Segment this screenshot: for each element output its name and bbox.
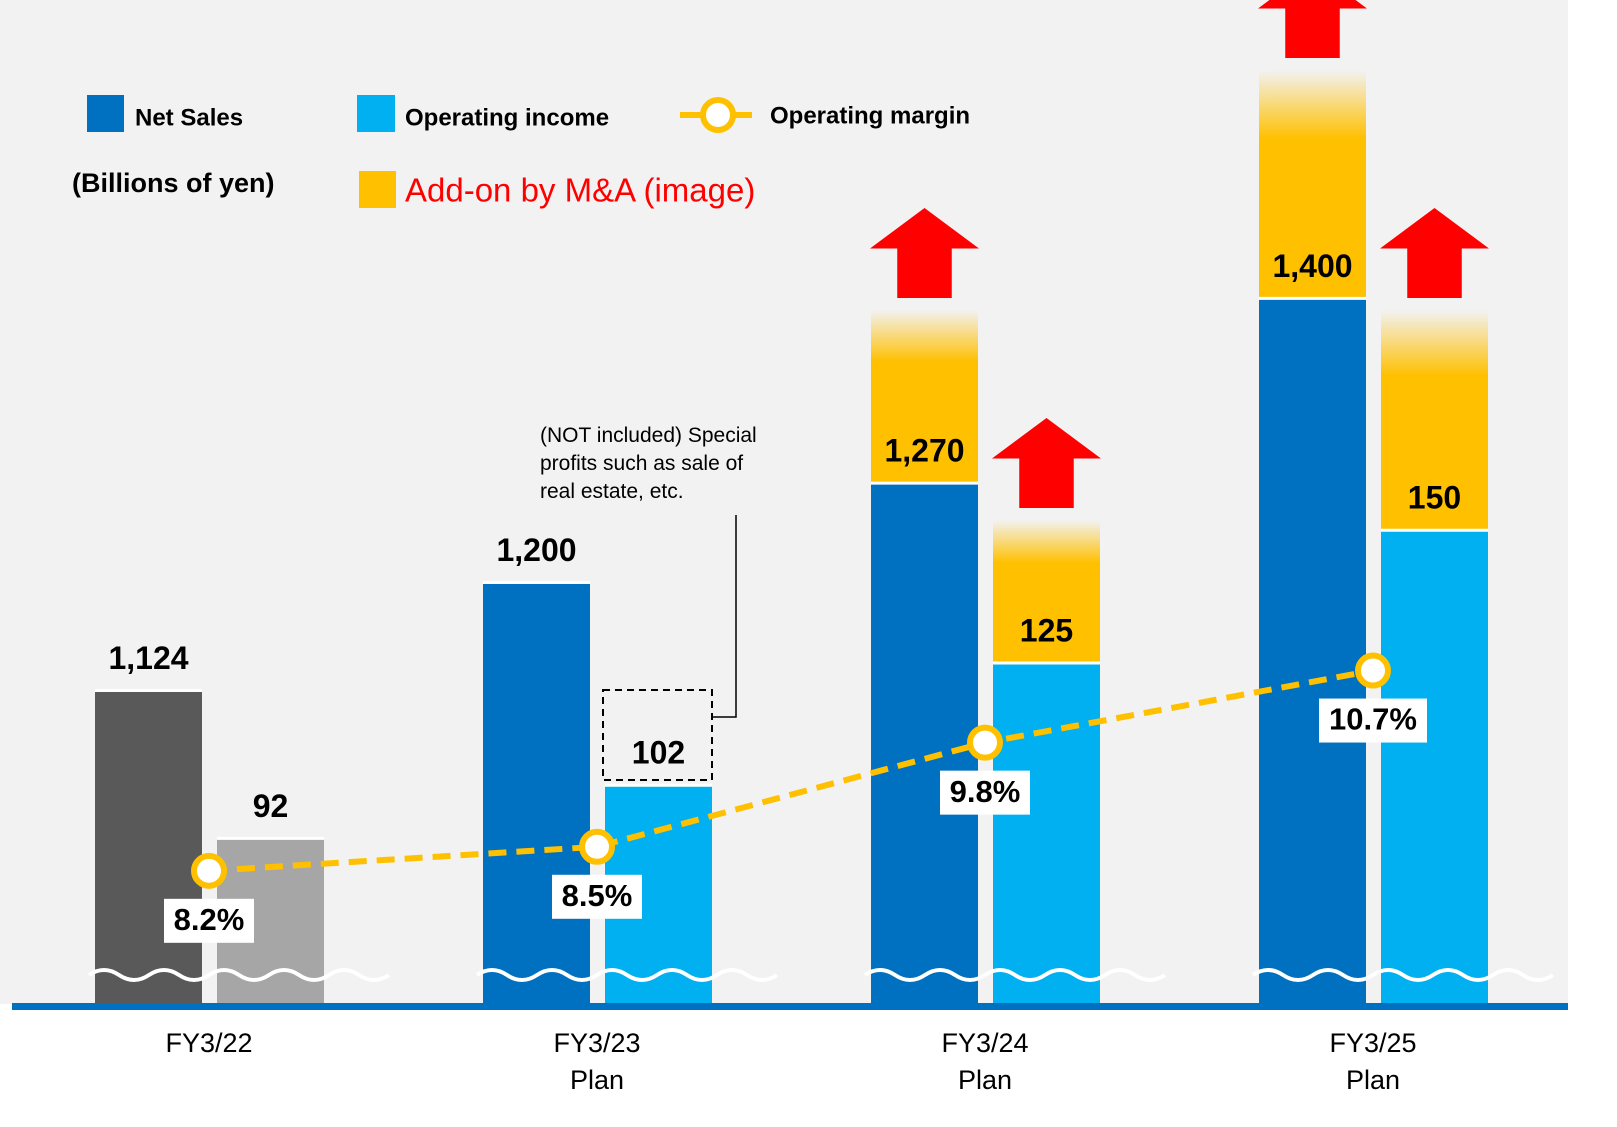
legend-label: Net Sales	[135, 104, 243, 131]
data-label: 150	[1408, 480, 1461, 516]
addon-block	[1259, 70, 1366, 299]
x-axis-line	[12, 1003, 1568, 1010]
annotation: (NOT included) Special profits such as s…	[540, 424, 757, 503]
growth-arrow	[1258, 0, 1367, 58]
margin-marker	[967, 724, 1003, 761]
margin-marker	[191, 852, 227, 889]
legend-swatch	[87, 95, 124, 132]
data-label: 8.5%	[562, 878, 633, 913]
bar	[1259, 298, 1366, 1003]
x-tick-label: FY3/23 Plan	[553, 1028, 641, 1095]
data-label: 10.7%	[1329, 702, 1417, 737]
bar	[871, 483, 978, 1003]
legend-swatch	[357, 95, 395, 132]
growth-arrow	[992, 418, 1101, 508]
bar	[483, 582, 590, 1003]
data-label: 1,124	[108, 640, 188, 676]
annotation-leader	[712, 515, 737, 718]
axis-break	[87, 968, 391, 982]
legend-swatch	[700, 97, 736, 133]
bar	[1381, 530, 1488, 1003]
addon-block	[871, 310, 978, 484]
data-label: 9.8%	[950, 774, 1021, 809]
annotation-box	[602, 689, 713, 781]
subtitle: (Billions of yen)	[72, 168, 275, 198]
axis-break	[475, 968, 779, 982]
addon-block	[1381, 310, 1488, 531]
data-label: 8.2%	[174, 902, 245, 937]
margin-marker	[1355, 652, 1391, 689]
legend-label: Operating margin	[770, 102, 970, 129]
addon-block	[993, 520, 1100, 664]
data-label-box	[552, 874, 642, 919]
margin-marker	[579, 828, 615, 865]
data-label: 1,400	[1272, 248, 1352, 284]
legend-label: Operating income	[405, 104, 609, 131]
legend-swatch	[359, 171, 396, 208]
x-tick-label: FY3/25 Plan	[1329, 1028, 1417, 1095]
data-label-box	[1319, 698, 1427, 743]
bar	[993, 663, 1100, 1003]
bar	[95, 690, 202, 1003]
growth-arrow	[870, 208, 979, 298]
axis-break	[1251, 968, 1555, 982]
axis-break	[863, 968, 1167, 982]
legend-label: Add-on by M&A (image)	[405, 172, 755, 209]
data-label: 1,270	[884, 433, 964, 469]
x-tick-label: FY3/24 Plan	[941, 1028, 1029, 1095]
data-label: 125	[1020, 613, 1073, 649]
data-label: 1,200	[496, 532, 576, 568]
data-label: 102	[632, 735, 685, 771]
data-label-box	[164, 898, 254, 943]
data-label: 92	[253, 788, 289, 824]
data-label-box	[940, 770, 1030, 815]
growth-arrow	[1380, 208, 1489, 298]
margin-line	[208, 667, 1374, 874]
x-tick-label: FY3/22	[165, 1028, 253, 1058]
